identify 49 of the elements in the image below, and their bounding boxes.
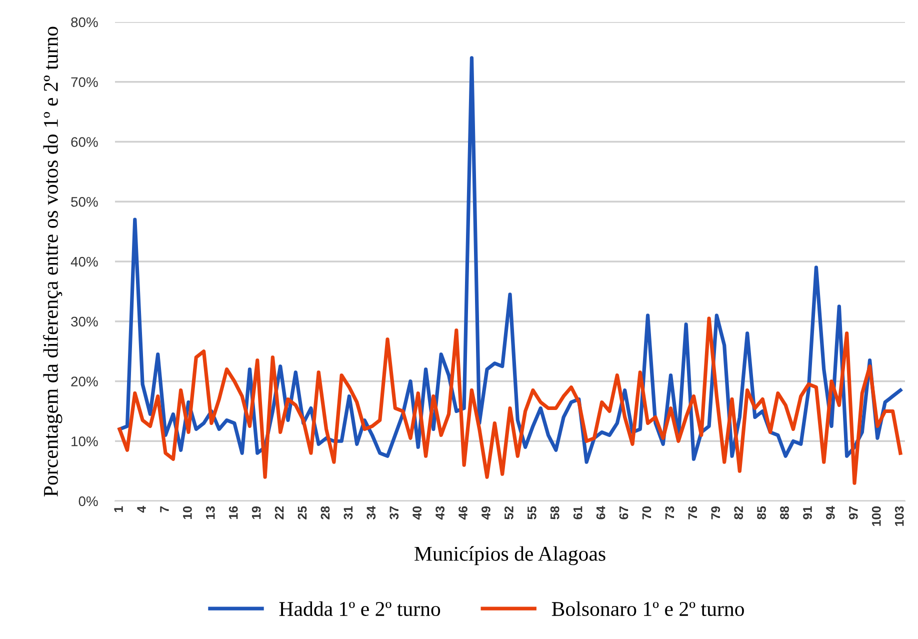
y-tick-label: 20% [71, 376, 98, 386]
y-tick-label: 70% [71, 77, 98, 88]
x-tick-label: 49 [482, 506, 490, 520]
x-axis-title: Municípios de Alagoas [414, 546, 606, 566]
x-tick-label: 70 [642, 506, 652, 520]
y-tick-label: 50% [71, 196, 98, 207]
y-tick-label: 40% [70, 256, 98, 267]
x-tick-label: 25 [298, 506, 307, 520]
y-tick-label: 10% [72, 436, 98, 446]
x-tick-label: 37 [390, 506, 399, 520]
x-tick-label: 10 [182, 506, 192, 519]
x-tick-label: 52 [504, 506, 514, 520]
x-tick-label: 43 [436, 506, 444, 520]
y-tick-label: 80% [71, 17, 98, 28]
y-tick-label: 30% [71, 316, 98, 327]
x-tick-label: 79 [711, 506, 720, 520]
x-tick-label: 58 [550, 506, 560, 520]
legend-label: Hadda 1º e 2º turno [279, 601, 440, 616]
x-tick-label: 91 [803, 506, 812, 520]
x-tick-label: 1 [114, 506, 123, 512]
x-tick-label: 28 [320, 506, 330, 520]
x-tick-label: 73 [665, 506, 674, 520]
x-tick-label: 7 [160, 506, 169, 512]
x-tick-label: 88 [780, 506, 789, 520]
x-tick-label: 61 [573, 506, 582, 520]
x-tick-label: 85 [757, 506, 766, 520]
x-tick-label: 97 [848, 506, 858, 520]
x-tick-label: 94 [826, 506, 835, 520]
legend-label: Bolsonaro 1º e 2º turno [552, 601, 744, 616]
x-tick-label: 31 [344, 506, 353, 520]
x-tick-label: 46 [458, 506, 468, 520]
x-tick-label: 40 [412, 506, 422, 520]
x-tick-label: 19 [252, 506, 261, 519]
x-tick-label: 103 [894, 506, 904, 526]
x-tick-label: 100 [872, 506, 881, 526]
x-tick-label: 16 [228, 506, 238, 519]
line-series [118, 316, 902, 485]
y-axis-title: Porcentagem da diferença entre os votos do 1º e 2º turno [43, 26, 62, 496]
y-tick-label: 0% [78, 496, 98, 506]
x-tick-label: 22 [274, 506, 284, 520]
x-tick-label: 4 [137, 506, 146, 513]
y-tick-label: 60% [71, 137, 98, 147]
x-tick-label: 67 [619, 506, 628, 520]
x-tick-label: 34 [366, 506, 376, 520]
x-tick-label: 55 [528, 506, 536, 520]
x-tick-label: 76 [688, 506, 698, 520]
x-tick-label: 82 [734, 506, 744, 520]
x-tick-label: 13 [206, 506, 215, 519]
x-tick-label: 64 [596, 506, 606, 520]
